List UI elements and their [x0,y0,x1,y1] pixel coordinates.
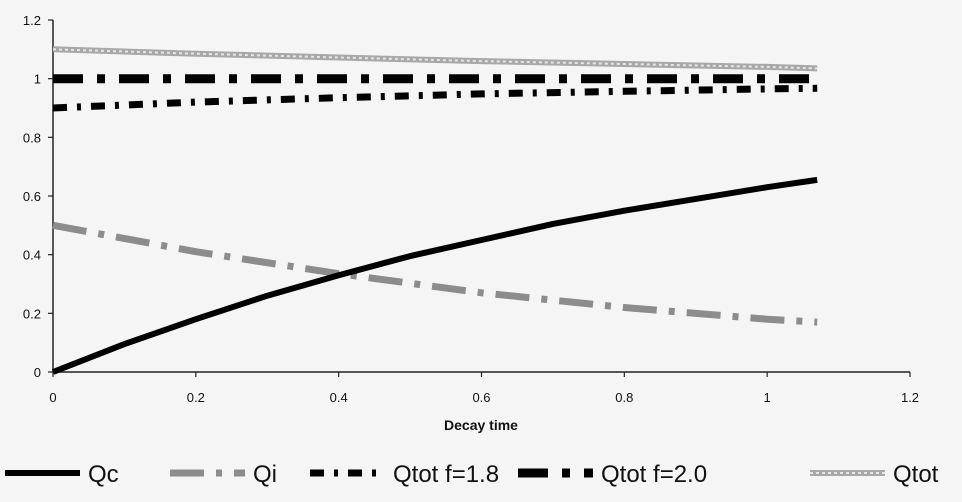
y-tick-label: 1 [34,72,41,87]
legend-label-qi: Qi [253,461,277,488]
series-line-qc [51,176,818,375]
series-layer [51,46,818,375]
legend: Qc Qi Qtot f=1.8 Qtot f=2.0 Qtot [5,461,939,488]
y-tick-label: 0 [34,365,41,380]
x-tick-label: 0.6 [472,390,490,405]
series-line-qi [52,221,818,326]
y-tick-label: 0.4 [23,248,41,263]
x-axis-title: Decay time [444,417,518,433]
legend-label-qtot: Qtot [893,461,939,488]
series-line-inner-qtot [52,48,818,70]
x-tick-label: 1.2 [901,390,919,405]
y-tick-label: 0.6 [23,189,41,204]
x-tick-label: 1 [764,390,771,405]
legend-label-qtot-f-1-8: Qtot f=1.8 [393,461,499,488]
y-tick-label: 0.8 [23,130,41,145]
x-tick-label: 0.4 [330,390,348,405]
x-tick-label: 0 [49,390,56,405]
y-tick-label: 0.2 [23,306,41,321]
x-tick-label: 0.8 [615,390,633,405]
series-line-qtot-f-1-8 [52,84,818,112]
legend-label-qtot-f-2-0: Qtot f=2.0 [601,461,707,488]
x-tick-label: 0.2 [187,390,205,405]
y-tick-label: 1.2 [23,13,41,28]
axes: 0 0.2 0.4 0.6 0.8 1 1.2 0 0.2 0.4 0.6 0.8 1 1.2 [23,13,919,405]
legend-label-qc: Qc [88,461,119,488]
